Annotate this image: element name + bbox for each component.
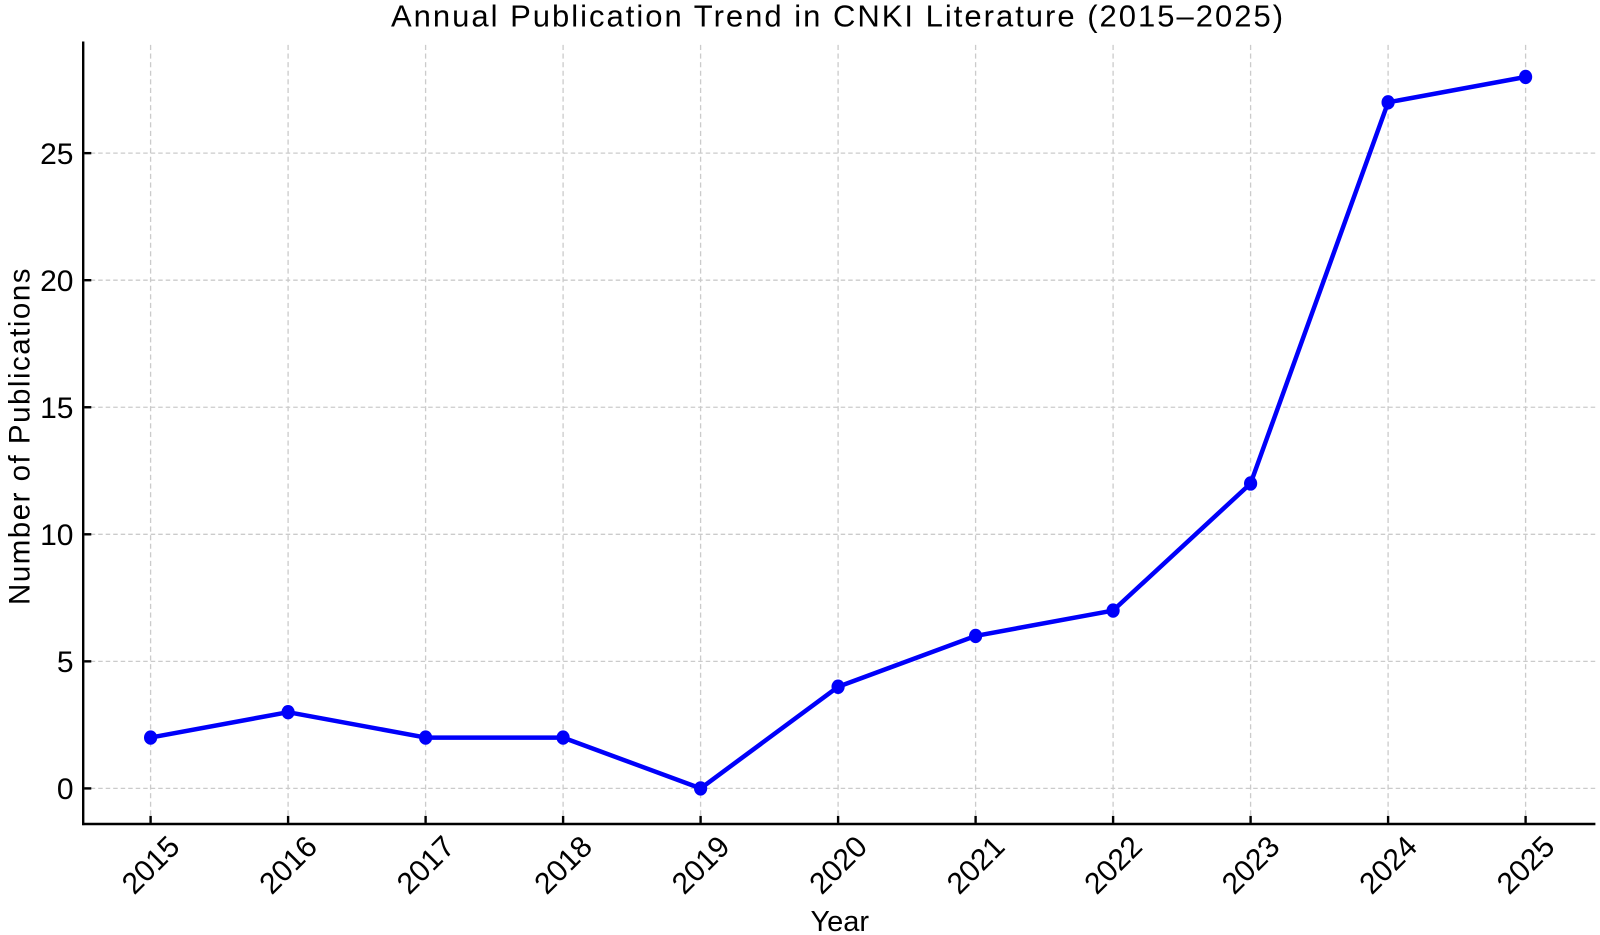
svg-text:Annual Publication Trend in CN: Annual Publication Trend in CNKI Literat… bbox=[391, 0, 1285, 33]
svg-text:10: 10 bbox=[40, 519, 73, 552]
svg-text:5: 5 bbox=[57, 646, 74, 679]
svg-text:Year: Year bbox=[810, 906, 869, 935]
svg-text:Number of Publications: Number of Publications bbox=[4, 267, 37, 605]
svg-text:0: 0 bbox=[57, 773, 74, 806]
svg-text:15: 15 bbox=[40, 392, 73, 425]
svg-text:25: 25 bbox=[40, 138, 73, 171]
svg-text:20: 20 bbox=[40, 265, 73, 298]
